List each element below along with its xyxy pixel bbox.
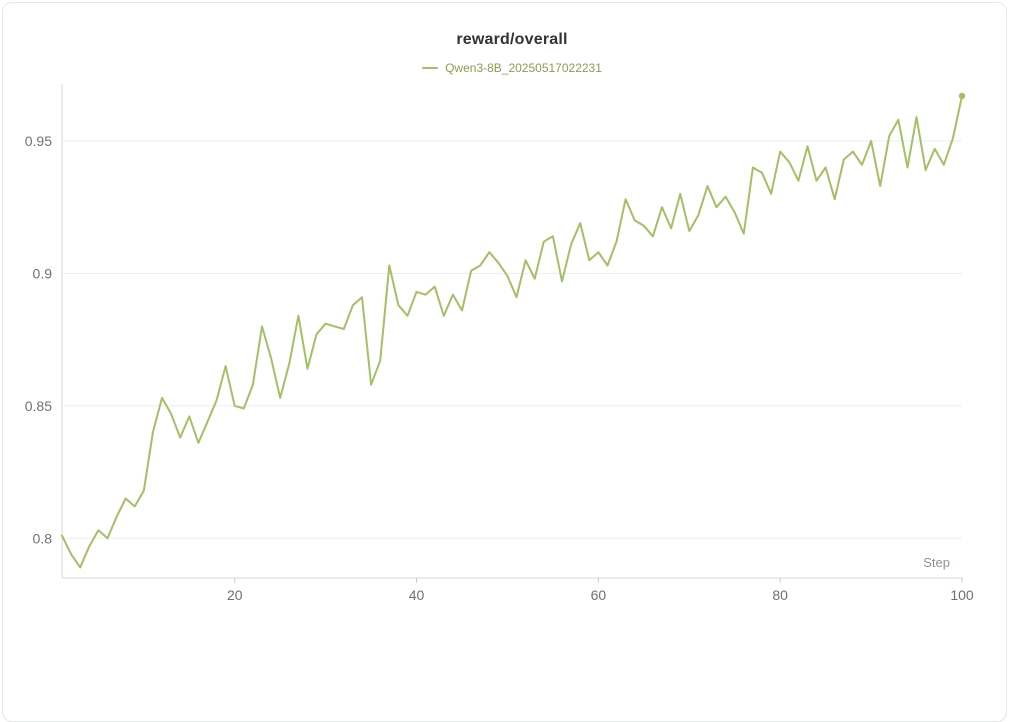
x-axis-labels: 20 40 60 80 100 bbox=[227, 578, 974, 603]
svg-text:40: 40 bbox=[409, 587, 425, 603]
legend-line-marker-icon bbox=[422, 67, 439, 69]
legend-label: Qwen3-8B_20250517022231 bbox=[445, 61, 602, 75]
y-axis-labels: 0.8 0.85 0.9 0.95 bbox=[25, 133, 52, 546]
legend-item[interactable]: Qwen3-8B_20250517022231 bbox=[422, 61, 602, 75]
x-axis-title: Step bbox=[923, 555, 950, 570]
svg-text:20: 20 bbox=[227, 587, 243, 603]
svg-text:0.9: 0.9 bbox=[33, 265, 53, 281]
gridlines bbox=[62, 140, 962, 539]
svg-text:100: 100 bbox=[950, 587, 974, 603]
svg-text:0.85: 0.85 bbox=[25, 398, 52, 414]
end-point-marker bbox=[958, 92, 966, 100]
svg-text:60: 60 bbox=[591, 587, 607, 603]
legend: Qwen3-8B_20250517022231 bbox=[0, 61, 1024, 75]
svg-text:0.95: 0.95 bbox=[25, 133, 52, 149]
svg-text:0.8: 0.8 bbox=[33, 530, 53, 546]
axis-lines bbox=[61, 84, 963, 579]
series-line bbox=[61, 94, 963, 569]
line-chart-canvas[interactable]: 20 40 60 80 100 0.8 0.85 0.9 0.95 Step bbox=[0, 0, 1024, 636]
svg-text:80: 80 bbox=[772, 587, 788, 603]
chart-title: reward/overall bbox=[456, 31, 568, 48]
